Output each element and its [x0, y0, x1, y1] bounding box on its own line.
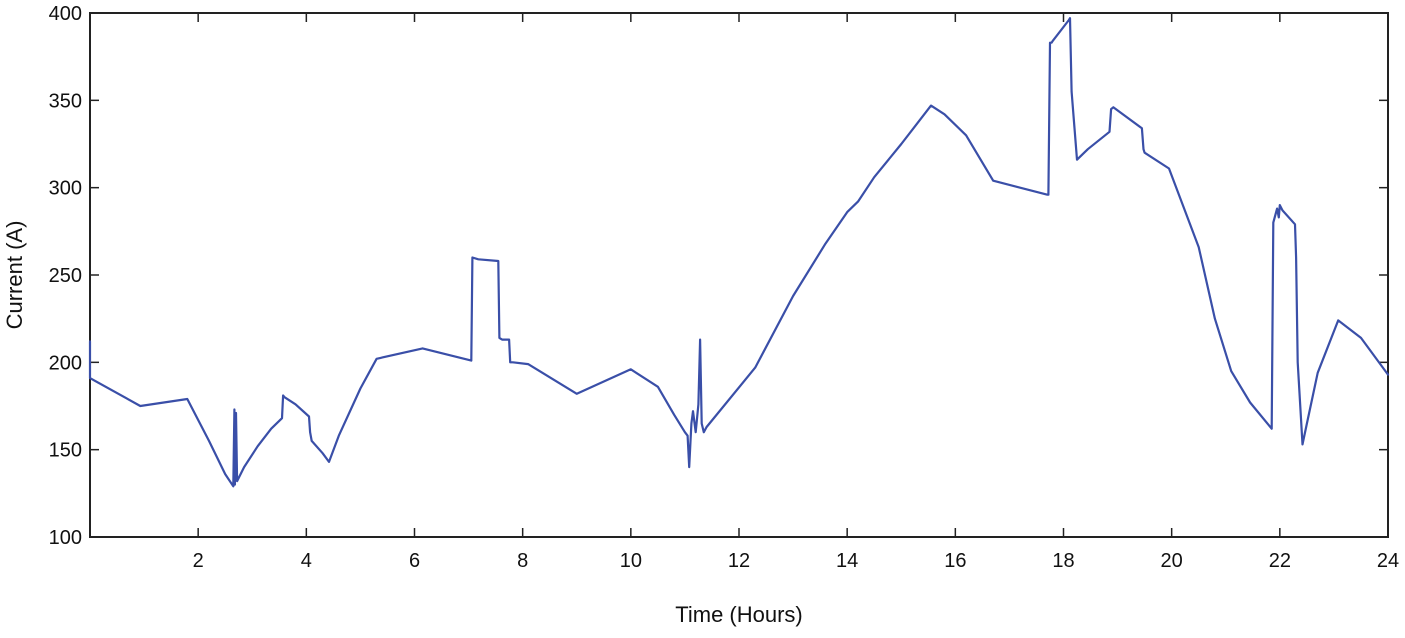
x-tick-label: 4: [301, 550, 312, 572]
x-axis-label: Time (Hours): [675, 602, 803, 627]
x-tick-label: 14: [836, 550, 858, 572]
y-tick-label: 200: [49, 352, 82, 374]
x-tick-label: 12: [728, 550, 750, 572]
y-tick-label: 150: [49, 440, 82, 462]
axis-ticks: [90, 12, 1389, 538]
plot-area: [89, 12, 1389, 538]
y-tick-label: 300: [49, 178, 82, 200]
y-tick-label: 350: [49, 90, 82, 112]
y-axis-label: Current (A): [2, 221, 27, 330]
y-tick-label: 100: [49, 527, 82, 549]
axis-tick-labels: 2 4 6 8 10 12 14 16 18 20 22 2410015020025030035040…: [49, 3, 1400, 572]
y-tick-label: 400: [49, 3, 82, 25]
x-tick-label: 16: [944, 550, 966, 572]
x-tick-label: 24: [1377, 550, 1399, 572]
series-line-current: [88, 17, 1390, 488]
x-tick-label: 20: [1161, 550, 1183, 572]
x-tick-label: 8: [517, 550, 528, 572]
x-tick-label: 22: [1269, 550, 1291, 572]
x-tick-label: 6: [409, 550, 420, 572]
x-tick-label: 18: [1052, 550, 1074, 572]
x-tick-label: 10: [620, 550, 642, 572]
x-tick-label: 2: [193, 550, 204, 572]
y-tick-label: 250: [49, 265, 82, 287]
